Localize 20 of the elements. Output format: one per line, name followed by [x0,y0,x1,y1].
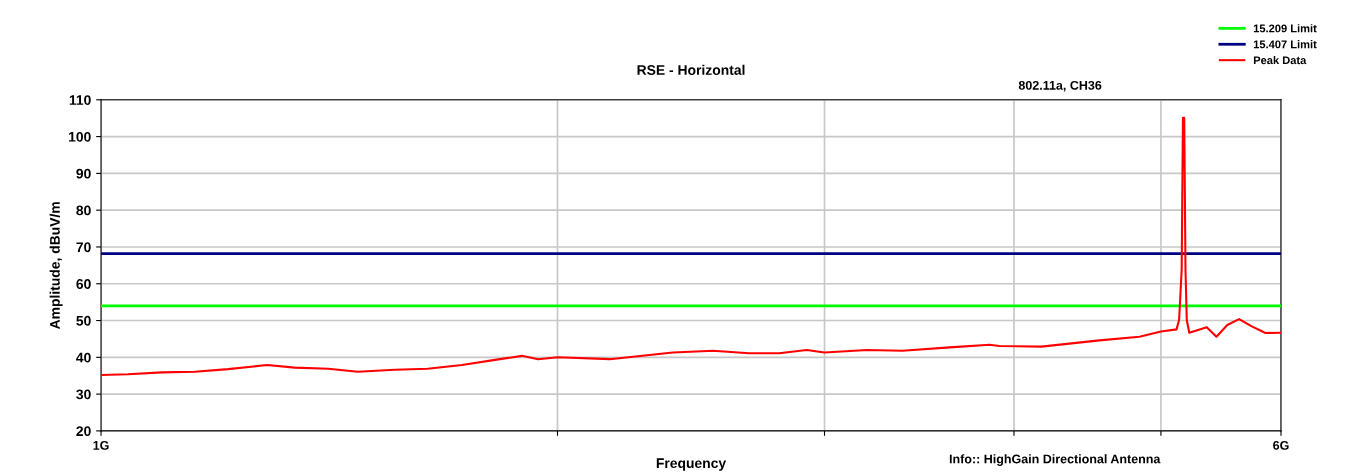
y-tick-label: 30 [76,389,91,400]
y-tick-label: 50 [76,315,91,326]
y-tick-label: 70 [76,242,91,253]
x-tick-label: 6G [1273,440,1289,450]
legend-label: 15.407 Limit [1253,40,1317,49]
x-axis-title: Frequency [656,458,727,471]
x-tick-label: 1G [93,440,109,450]
y-axis-title: Amplitude, dBuV/m [49,202,63,330]
y-tick-label: 100 [69,131,91,142]
y-tick-label: 40 [76,352,91,363]
y-tick-label: 90 [76,168,91,179]
legend-label: Peak Data [1253,56,1307,65]
y-tick-label: 60 [76,279,91,289]
chart-title: RSE - Horizontal [637,64,745,75]
y-tick-label: 110 [69,95,91,105]
y-tick-label: 80 [76,205,91,216]
y-tick-label: 20 [76,426,91,437]
legend-label: 15.209 Limit [1253,24,1317,33]
text: Info:: HighGain Directional Antenna [949,454,1161,466]
text: 802.11a, CH36 [1018,80,1102,92]
